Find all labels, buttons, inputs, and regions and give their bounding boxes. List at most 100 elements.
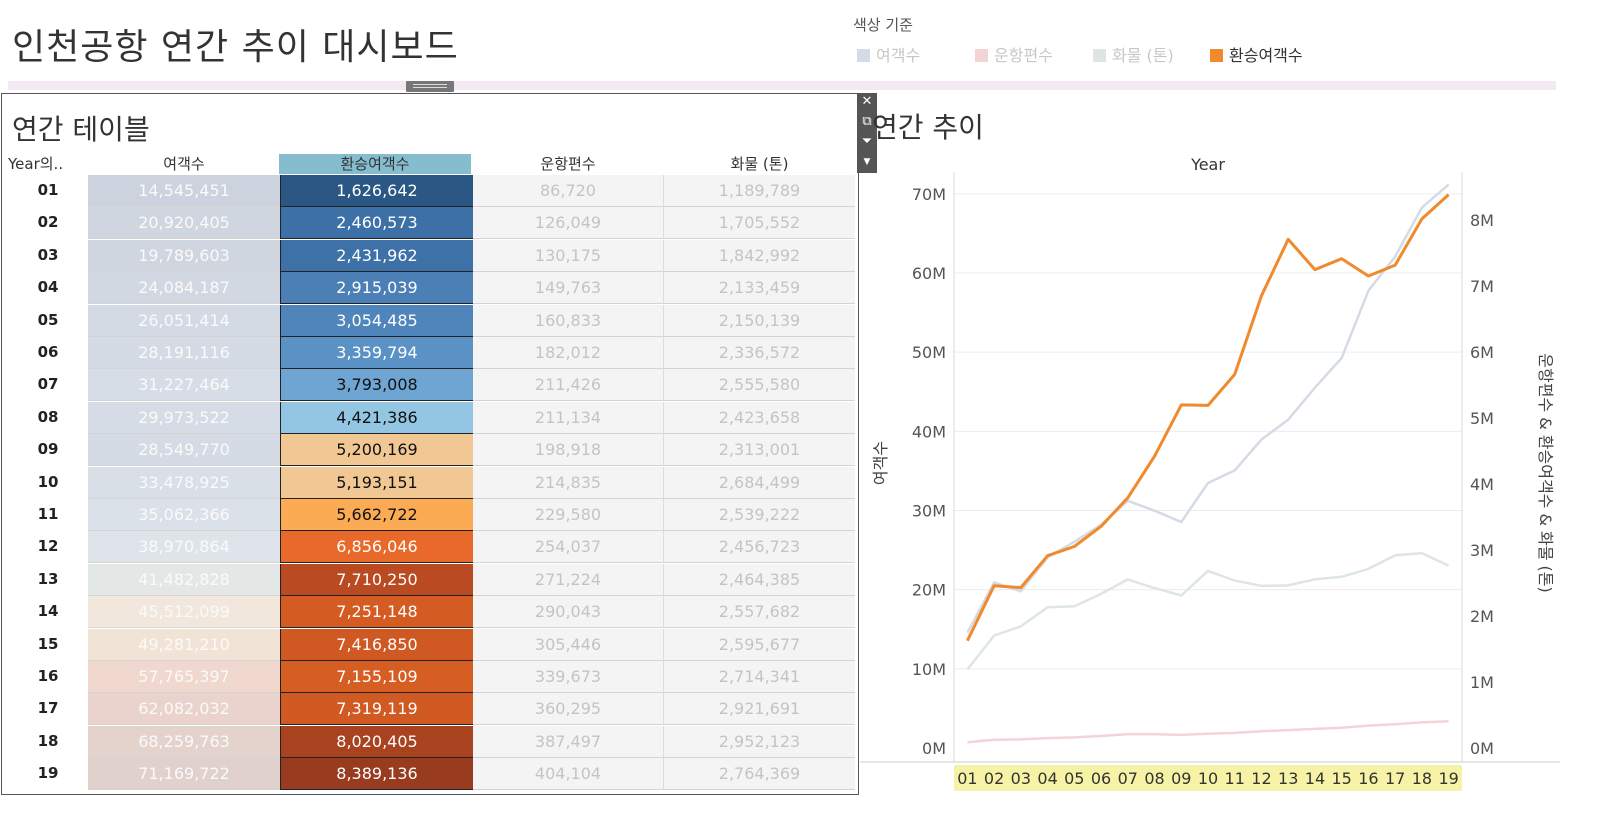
legend-item-transfer[interactable]: 환승여객수 bbox=[1210, 42, 1303, 66]
transfer-cell: 4,421,386 bbox=[280, 401, 474, 434]
flights-cell: 211,134 bbox=[473, 401, 664, 434]
y-right-axis-title: 운항편수 & 환승여객수 & 화물 (톤) bbox=[1536, 353, 1555, 593]
legend-swatch bbox=[1093, 49, 1106, 62]
y-left-tick-label: 20M bbox=[912, 581, 946, 600]
table-row[interactable]: 06 28,191,116 3,359,794 182,012 2,336,572 bbox=[8, 337, 855, 369]
table-row[interactable]: 04 24,084,187 2,915,039 149,763 2,133,459 bbox=[8, 272, 855, 305]
table-row[interactable]: 08 29,973,522 4,421,386 211,134 2,423,658 bbox=[8, 401, 855, 434]
table-row[interactable]: 10 33,478,925 5,193,151 214,835 2,684,499 bbox=[8, 466, 855, 499]
table-row[interactable]: 16 57,765,397 7,155,109 339,673 2,714,341 bbox=[8, 661, 855, 693]
table-row[interactable]: 14 45,512,099 7,251,148 290,043 2,557,682 bbox=[8, 596, 855, 629]
transfer-cell: 6,856,046 bbox=[280, 531, 474, 564]
table-row[interactable]: 18 68,259,763 8,020,405 387,497 2,952,123 bbox=[8, 725, 855, 758]
x-tick-label: 15 bbox=[1332, 769, 1352, 788]
legend-item-passengers[interactable]: 여객수 bbox=[857, 42, 920, 66]
table-row[interactable]: 03 19,789,603 2,431,962 130,175 1,842,992 bbox=[8, 239, 855, 272]
legend-swatch bbox=[857, 49, 870, 62]
col-header-passengers[interactable]: 여객수 bbox=[163, 155, 205, 173]
flights-cell: 254,037 bbox=[473, 531, 664, 564]
y-right-tick-label: 6M bbox=[1470, 343, 1494, 362]
transfer-cell: 7,155,109 bbox=[280, 661, 474, 693]
year-cell: 19 bbox=[37, 764, 59, 783]
cargo-cell: 2,313,001 bbox=[664, 434, 855, 467]
flights-cell: 339,673 bbox=[473, 661, 664, 693]
table-row[interactable]: 09 28,549,770 5,200,169 198,918 2,313,001 bbox=[8, 434, 855, 467]
passengers-cell: 33,478,925 bbox=[88, 466, 281, 499]
year-cell: 16 bbox=[37, 667, 59, 685]
y-right-tick-label: 5M bbox=[1470, 409, 1494, 428]
passengers-cell: 28,191,116 bbox=[88, 337, 281, 369]
transfer-cell: 8,389,136 bbox=[280, 758, 474, 791]
table-row[interactable]: 02 20,920,405 2,460,573 126,049 1,705,552 bbox=[8, 207, 855, 240]
year-cell: 13 bbox=[37, 569, 59, 588]
cargo-cell: 2,456,723 bbox=[664, 531, 855, 564]
cargo-cell: 2,952,123 bbox=[664, 725, 855, 758]
x-tick-label: 04 bbox=[1037, 769, 1057, 788]
cargo-cell: 2,557,682 bbox=[664, 596, 855, 629]
resize-grip-icon[interactable] bbox=[406, 81, 454, 92]
legend-title: 색상 기준 bbox=[853, 16, 913, 34]
cargo-cell: 2,714,341 bbox=[664, 661, 855, 693]
year-cell: 10 bbox=[37, 472, 59, 491]
table-row[interactable]: 07 31,227,464 3,793,008 211,426 2,555,580 bbox=[8, 369, 855, 402]
y-left-tick-label: 70M bbox=[912, 185, 946, 204]
y-left-tick-label: 40M bbox=[912, 422, 946, 441]
y-right-tick-label: 8M bbox=[1470, 211, 1494, 230]
x-tick-label: 13 bbox=[1278, 769, 1298, 788]
cargo-cell: 1,189,789 bbox=[664, 175, 855, 207]
cargo-cell: 2,423,658 bbox=[664, 401, 855, 434]
legend-label: 환승여객수 bbox=[1229, 46, 1303, 65]
y-left-tick-label: 50M bbox=[912, 343, 946, 362]
filter-icon[interactable]: ⏷ bbox=[861, 134, 873, 149]
flights-cell: 160,833 bbox=[473, 304, 664, 337]
year-cell: 14 bbox=[37, 602, 59, 621]
close-icon[interactable]: ✕ bbox=[861, 94, 873, 109]
series-line bbox=[966, 193, 1450, 642]
passengers-cell: 24,084,187 bbox=[88, 272, 281, 305]
table-row[interactable]: 11 35,062,366 5,662,722 229,580 2,539,222 bbox=[8, 499, 855, 531]
col-header-flights[interactable]: 운항편수 bbox=[540, 155, 596, 173]
x-tick-label: 17 bbox=[1385, 769, 1405, 788]
x-tick-label: 08 bbox=[1144, 769, 1164, 788]
transfer-cell: 3,054,485 bbox=[280, 304, 474, 337]
table-row[interactable]: 15 49,281,210 7,416,850 305,446 2,595,677 bbox=[8, 628, 855, 661]
y-left-axis-title: 여객수 bbox=[871, 441, 890, 485]
x-tick-label: 19 bbox=[1438, 769, 1458, 788]
transfer-cell: 7,710,250 bbox=[280, 563, 474, 596]
table-row[interactable]: 19 71,169,722 8,389,136 404,104 2,764,369 bbox=[8, 758, 855, 791]
x-tick-label: 16 bbox=[1358, 769, 1378, 788]
col-header-transfer[interactable]: 환승여객수 bbox=[279, 154, 471, 174]
flights-cell: 387,497 bbox=[473, 725, 664, 758]
legend-item-flights[interactable]: 운항편수 bbox=[975, 42, 1053, 66]
x-tick-label: 09 bbox=[1171, 769, 1191, 788]
table-row[interactable]: 13 41,482,828 7,710,250 271,224 2,464,385 bbox=[8, 563, 855, 596]
popout-icon[interactable]: ⧉ bbox=[862, 114, 872, 129]
col-header-year[interactable]: Year의.. bbox=[8, 155, 64, 173]
legend-item-cargo[interactable]: 화물 (톤) bbox=[1093, 42, 1174, 66]
table-row[interactable]: 17 62,082,032 7,319,119 360,295 2,921,691 bbox=[8, 693, 855, 726]
flights-cell: 126,049 bbox=[473, 207, 664, 240]
x-tick-label: 10 bbox=[1198, 769, 1218, 788]
passengers-cell: 26,051,414 bbox=[88, 304, 281, 337]
divider-band bbox=[8, 81, 1556, 90]
year-cell: 18 bbox=[37, 731, 59, 750]
col-header-cargo[interactable]: 화물 (톤) bbox=[730, 155, 789, 173]
passengers-cell: 38,970,864 bbox=[88, 531, 281, 564]
y-right-tick-label: 0M bbox=[1470, 739, 1494, 758]
cargo-cell: 2,133,459 bbox=[664, 272, 855, 305]
legend-label: 운항편수 bbox=[994, 46, 1053, 65]
cargo-cell: 2,764,369 bbox=[664, 758, 855, 791]
table-row[interactable]: 12 38,970,864 6,856,046 254,037 2,456,723 bbox=[8, 531, 855, 564]
series-line bbox=[967, 720, 1449, 744]
table-title: 연간 테이블 bbox=[12, 113, 150, 146]
table-row[interactable]: 05 26,051,414 3,054,485 160,833 2,150,139 bbox=[8, 304, 855, 337]
x-tick-label: 07 bbox=[1118, 769, 1138, 788]
y-right-tick-label: 1M bbox=[1470, 673, 1494, 692]
passengers-cell: 68,259,763 bbox=[88, 725, 281, 758]
passengers-cell: 71,169,722 bbox=[88, 758, 281, 791]
table-row[interactable]: 01 14,545,451 1,626,642 86,720 1,189,789 bbox=[8, 175, 855, 207]
year-cell: 17 bbox=[37, 699, 59, 718]
color-legend: 색상 기준 여객수 운항편수 화물 (톤) 환승여객수 bbox=[853, 14, 1413, 66]
dropdown-icon[interactable]: ▼ bbox=[863, 157, 871, 167]
cargo-cell: 1,705,552 bbox=[664, 207, 855, 240]
